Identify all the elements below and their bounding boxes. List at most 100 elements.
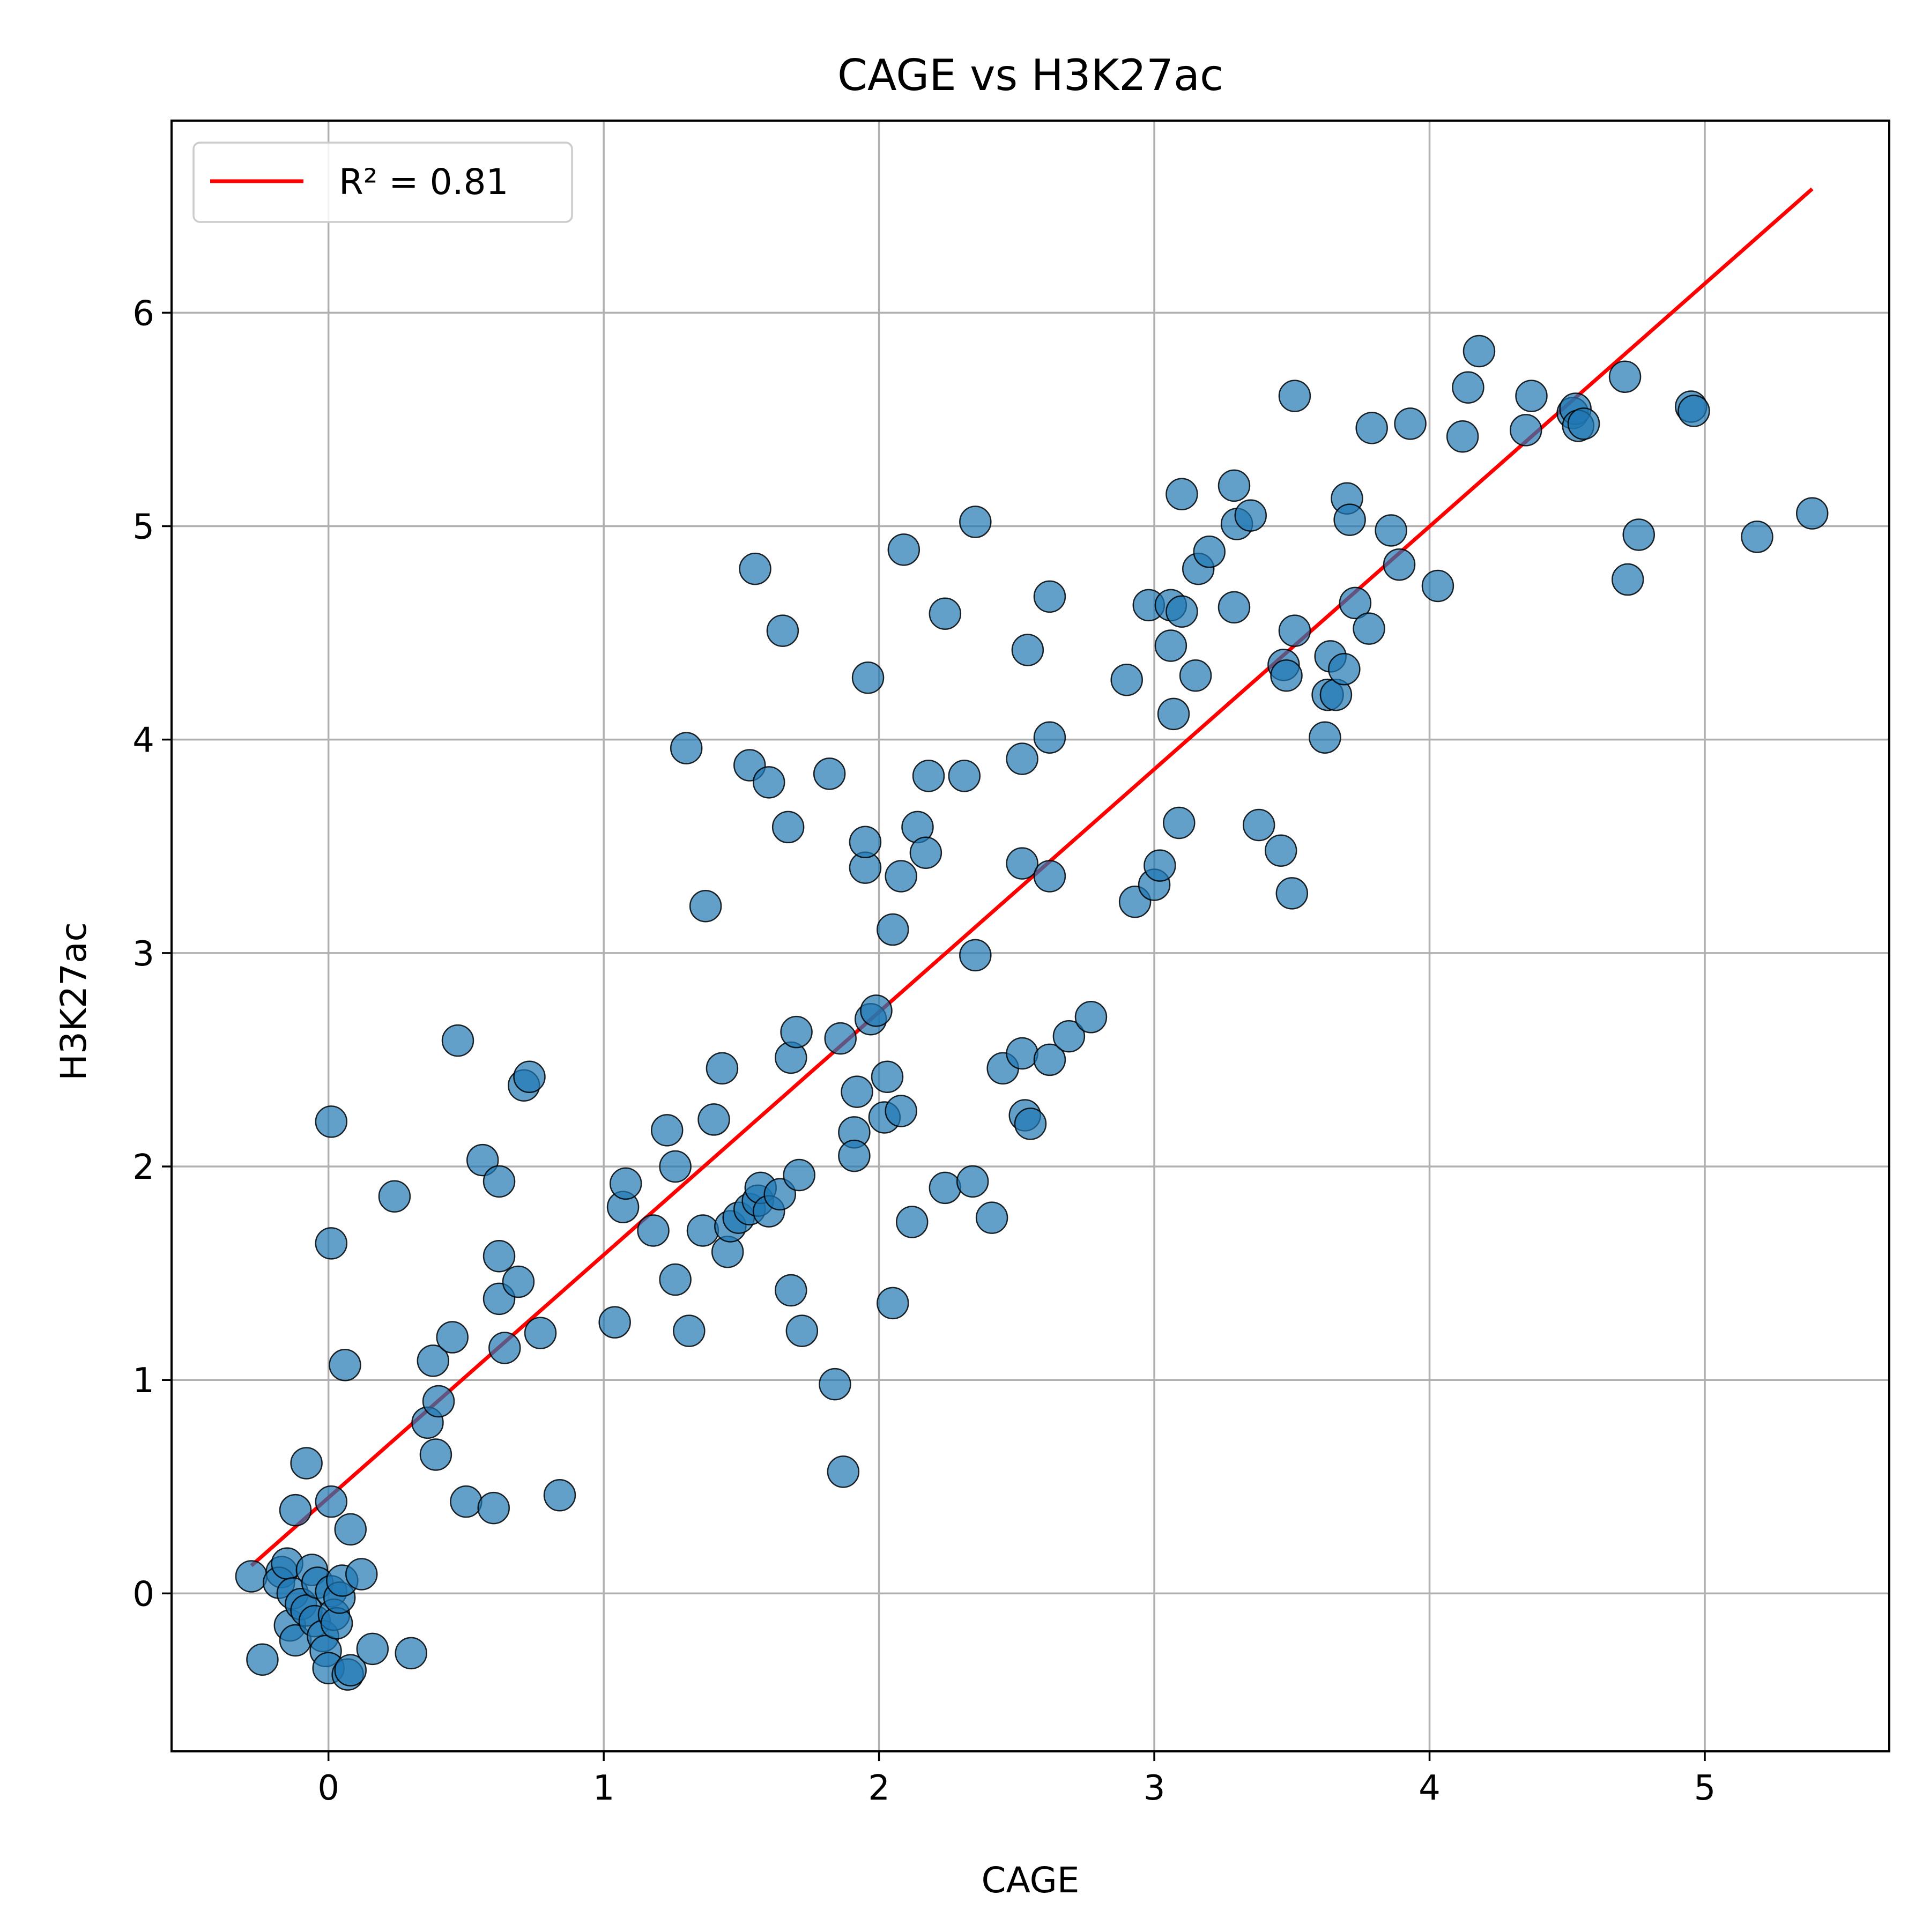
scatter-point bbox=[1154, 629, 1187, 662]
scatter-point bbox=[860, 994, 893, 1027]
scatter-point bbox=[1074, 1001, 1108, 1034]
x-tick-label: 1 bbox=[593, 1768, 615, 1808]
legend-label: R² = 0.81 bbox=[339, 161, 509, 203]
scatter-point bbox=[315, 1227, 348, 1260]
axis-ticks: 0 1 2 3 4 5 0 1 2 3 4 5 6 bbox=[132, 294, 1716, 1808]
scatter-point bbox=[1309, 721, 1341, 754]
scatter-point bbox=[334, 1654, 367, 1686]
scatter-point bbox=[1006, 847, 1038, 880]
scatter-point bbox=[1265, 834, 1297, 867]
scatter-point bbox=[785, 1314, 819, 1347]
scatter-point bbox=[813, 757, 846, 790]
scatter-point bbox=[482, 1165, 516, 1198]
scatter-point bbox=[543, 1478, 576, 1512]
scatter-point bbox=[1333, 503, 1366, 536]
scatter-point bbox=[956, 1165, 989, 1198]
scatter-point bbox=[1452, 371, 1484, 404]
scatter-point bbox=[1242, 808, 1275, 842]
y-tick-label: 5 bbox=[132, 508, 154, 547]
scatter-point bbox=[1463, 335, 1496, 368]
scatter-point bbox=[819, 1368, 851, 1401]
scatter-point bbox=[1033, 860, 1066, 893]
scatter-point bbox=[670, 732, 703, 764]
scatter-point bbox=[477, 1491, 510, 1525]
scatter-point bbox=[1394, 407, 1427, 440]
scatter-point bbox=[929, 1171, 962, 1205]
scatter-point bbox=[1144, 849, 1176, 882]
y-tick-label: 1 bbox=[132, 1361, 154, 1401]
scatter-point bbox=[686, 1214, 719, 1247]
y-tick-label: 3 bbox=[132, 934, 154, 974]
scatter-point bbox=[441, 1024, 474, 1057]
scatter-point bbox=[609, 1167, 642, 1200]
scatter-point bbox=[1795, 497, 1829, 530]
scatter-point bbox=[1193, 536, 1226, 568]
scatter-point bbox=[1014, 1108, 1047, 1140]
scatter-point bbox=[912, 760, 945, 792]
scatter-point bbox=[290, 1447, 323, 1480]
scatter-point bbox=[1677, 395, 1710, 427]
scatter-point bbox=[1275, 877, 1309, 910]
scatter-point bbox=[356, 1632, 389, 1666]
x-tick-label: 5 bbox=[1694, 1768, 1716, 1808]
scatter-point bbox=[1234, 499, 1267, 532]
scatter-point bbox=[246, 1643, 279, 1676]
scatter-point bbox=[1355, 412, 1388, 444]
legend-frame bbox=[192, 142, 573, 223]
scatter-point bbox=[502, 1265, 535, 1298]
scatter-point bbox=[909, 836, 942, 869]
scatter-point bbox=[851, 661, 885, 694]
scatter-point bbox=[417, 1344, 450, 1377]
scatter-point bbox=[1006, 1037, 1038, 1070]
scatter-point bbox=[1052, 1020, 1086, 1053]
scatter-point bbox=[948, 760, 981, 792]
scatter-point bbox=[378, 1180, 411, 1213]
scatter-point bbox=[334, 1513, 367, 1546]
y-tick-label: 0 bbox=[132, 1574, 154, 1614]
scatter-point bbox=[871, 1060, 904, 1094]
x-axis-label: CAGE bbox=[982, 1860, 1080, 1901]
scatter-point bbox=[877, 913, 909, 946]
y-tick-label: 6 bbox=[132, 294, 154, 333]
scatter-point bbox=[929, 597, 962, 630]
chart-title: CAGE vs H3K27ac bbox=[837, 50, 1223, 100]
scatter-points bbox=[235, 335, 1829, 1691]
scatter-point bbox=[637, 1214, 670, 1247]
scatter-point bbox=[650, 1114, 684, 1147]
scatter-point bbox=[345, 1558, 378, 1591]
scatter-point bbox=[1515, 380, 1548, 412]
scatter-point bbox=[279, 1493, 312, 1527]
scatter-point bbox=[1278, 380, 1311, 412]
scatter-point bbox=[697, 1103, 730, 1136]
scatter-point bbox=[887, 533, 921, 566]
scatter-point bbox=[1218, 591, 1251, 624]
scatter-point bbox=[877, 1287, 909, 1320]
scatter-point bbox=[1166, 595, 1198, 628]
scatter-point bbox=[1611, 563, 1644, 596]
scatter-point bbox=[1353, 612, 1385, 645]
scatter-point bbox=[315, 1105, 348, 1138]
scatter-point bbox=[841, 1075, 873, 1108]
scatter-point bbox=[975, 1201, 1008, 1234]
scatter-point bbox=[838, 1139, 871, 1172]
scatter-point bbox=[1110, 663, 1143, 696]
scatter-point bbox=[959, 939, 992, 972]
scatter-point bbox=[659, 1150, 692, 1183]
scatter-point bbox=[673, 1314, 706, 1347]
scatter-point bbox=[659, 1263, 692, 1296]
scatter-point bbox=[1567, 407, 1600, 440]
scatter-point bbox=[824, 1022, 857, 1055]
scatter-point bbox=[1608, 360, 1642, 393]
scatter-point bbox=[1328, 653, 1361, 686]
scatter-point bbox=[959, 506, 992, 538]
scatter-point bbox=[1033, 721, 1066, 754]
scatter-point bbox=[1218, 469, 1251, 502]
scatter-point bbox=[1270, 659, 1303, 692]
scatter-point bbox=[488, 1332, 521, 1364]
scatter-point bbox=[1278, 614, 1311, 647]
scatter-point bbox=[1011, 634, 1044, 666]
scatter-point bbox=[1033, 580, 1066, 613]
y-axis-label: H3K27ac bbox=[53, 922, 94, 1081]
